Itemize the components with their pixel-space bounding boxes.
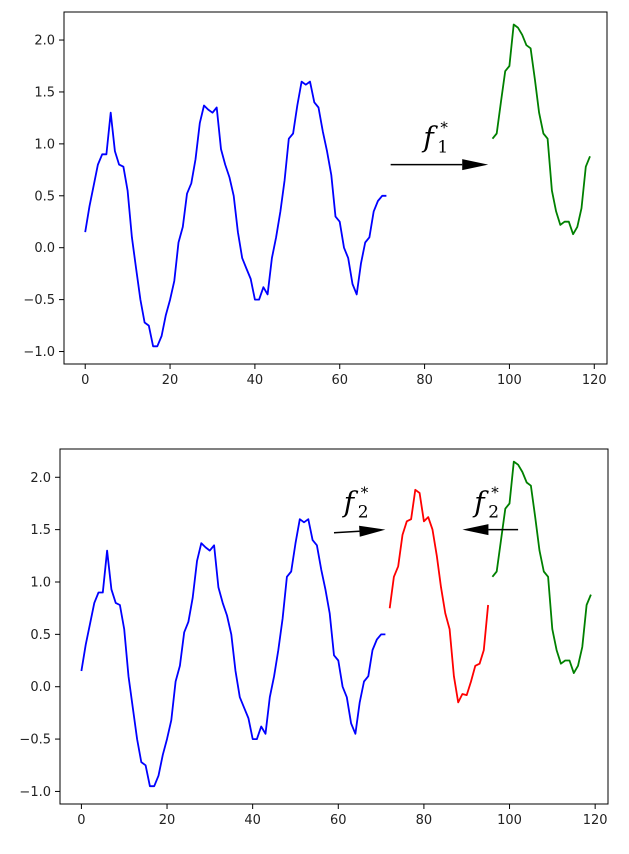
y-tick-label: 1.5: [34, 85, 55, 100]
x-tick-label: 120: [582, 373, 607, 388]
x-tick-label: 100: [497, 813, 522, 828]
x-tick-label: 0: [77, 813, 85, 828]
y-tick-label: −0.5: [19, 733, 51, 748]
y-tick-label: 0.0: [34, 241, 55, 256]
x-tick-label: 60: [330, 813, 347, 828]
y-tick-label: 0.0: [30, 680, 51, 695]
series-line-1: [388, 488, 489, 704]
arrow-head-icon: [359, 525, 386, 537]
x-tick-label: 20: [159, 813, 176, 828]
x-tick-label: 40: [244, 813, 261, 828]
y-tick-label: 1.0: [30, 575, 51, 590]
y-tick-label: 0.5: [34, 189, 55, 204]
y-tick-label: 0.5: [30, 628, 51, 643]
y-tick-label: −1.0: [23, 345, 55, 360]
arrow-head-icon: [462, 524, 489, 536]
annotation-subscript: 1: [437, 138, 448, 158]
x-tick-label: 40: [247, 373, 264, 388]
plot-frame: [59, 448, 609, 805]
series-line-1: [491, 23, 591, 236]
series-line-0: [80, 518, 386, 788]
y-tick-label: −0.5: [23, 293, 55, 308]
series-line-0: [84, 80, 387, 348]
x-tick-label: 20: [162, 373, 179, 388]
annotation-superscript: *: [491, 484, 499, 502]
x-tick-label: 80: [416, 373, 433, 388]
y-tick-label: −1.0: [19, 785, 51, 800]
x-tick-label: 100: [497, 373, 522, 388]
x-tick-label: 60: [331, 373, 348, 388]
annotation-arrow: [333, 530, 360, 534]
arrow-head-icon: [462, 159, 489, 171]
y-tick-label: 1.0: [34, 137, 55, 152]
y-tick-label: 2.0: [34, 34, 55, 49]
plot-frame: [63, 11, 608, 365]
annotation-superscript: *: [361, 484, 369, 502]
x-tick-label: 120: [583, 813, 608, 828]
y-tick-label: 1.5: [30, 523, 51, 538]
series-line-2: [491, 460, 592, 674]
annotation-subscript: 2: [488, 503, 499, 523]
top-chart: 0 20 40 60 80 100 120−1.0−0.50.00.51.01.52.0f 1…: [23, 11, 608, 388]
y-tick-label: 2.0: [30, 471, 51, 486]
x-tick-label: 0: [81, 373, 89, 388]
annotation-subscript: 2: [358, 503, 369, 523]
annotation-superscript: *: [440, 119, 448, 137]
x-tick-label: 80: [416, 813, 433, 828]
